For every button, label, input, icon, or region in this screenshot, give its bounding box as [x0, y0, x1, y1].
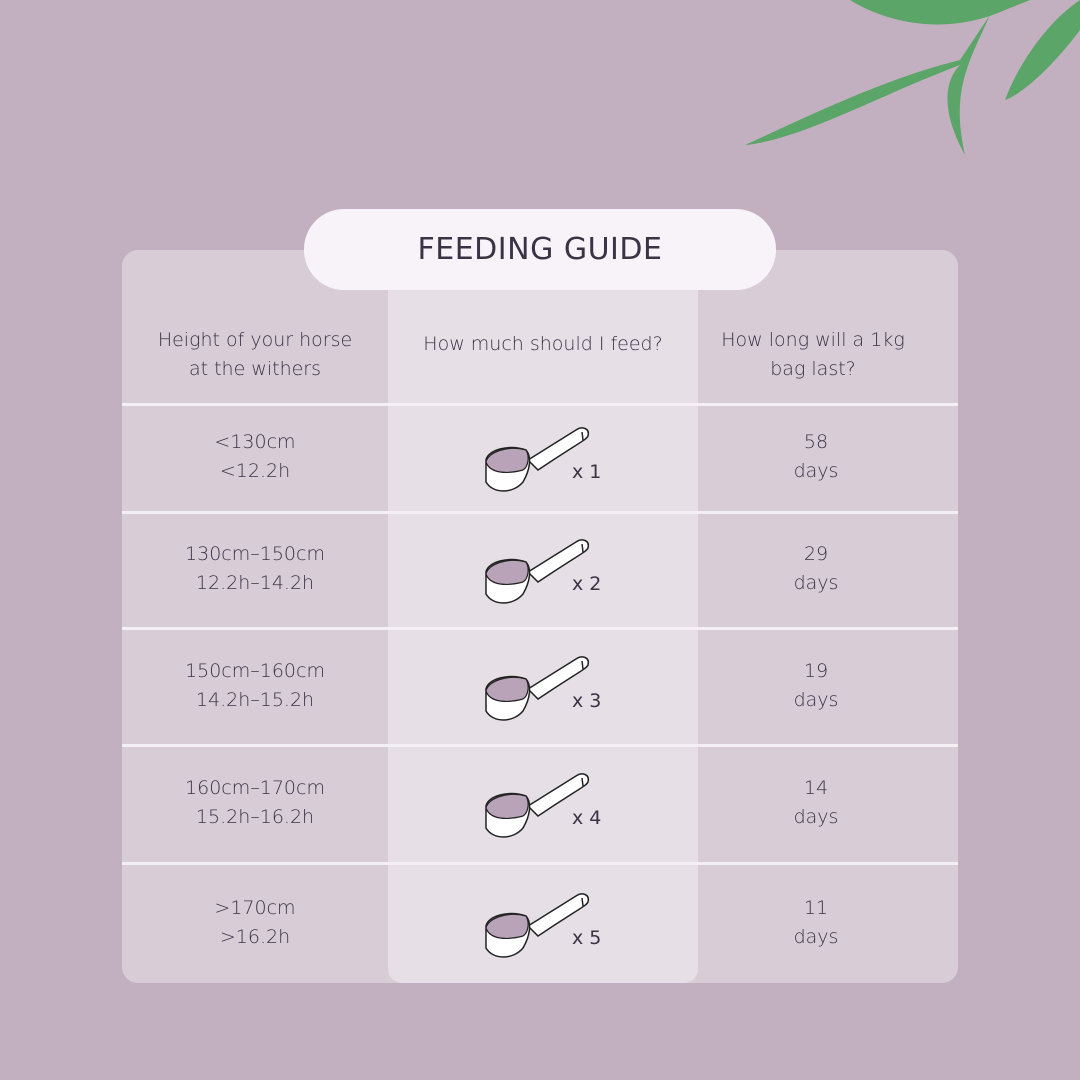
row-height: 130cm–150cm 12.2h–14.2h — [185, 543, 325, 594]
row-days: 14 days — [793, 777, 839, 828]
row-divider — [122, 511, 958, 514]
row-divider — [122, 627, 958, 630]
header-height: Height of your horse at the withers — [157, 329, 353, 380]
scoop-icon — [468, 878, 598, 968]
row-days: 58 days — [793, 431, 839, 482]
scoop-count: x 3 — [572, 689, 602, 712]
scoop-icon — [468, 524, 598, 614]
row-divider — [122, 403, 958, 406]
header-amount: How much should I feed? — [423, 332, 663, 355]
row-divider — [122, 862, 958, 865]
header-duration: How long will a 1kg bag last? — [721, 329, 905, 380]
row-days: 19 days — [793, 659, 839, 711]
row-height: >170cm >16.2h — [214, 896, 296, 948]
row-height: 160cm–170cm 15.2h–16.2h — [185, 777, 325, 828]
leaf-decoration — [745, 0, 1080, 155]
page-title: FEEDING GUIDE — [304, 209, 776, 290]
row-height: <130cm <12.2h — [214, 431, 296, 482]
scoop-count: x 1 — [572, 461, 602, 483]
row-days: 11 days — [793, 896, 839, 948]
scoop-icon — [468, 641, 598, 731]
row-height: 150cm–160cm 14.2h–15.2h — [185, 659, 325, 711]
row-divider — [122, 744, 958, 747]
row-days: 29 days — [793, 543, 839, 594]
scoop-icon — [468, 758, 598, 848]
scoop-icon — [468, 412, 598, 502]
scoop-count: x 5 — [572, 926, 602, 949]
scoop-count: x 4 — [572, 807, 602, 829]
scoop-count: x 2 — [572, 573, 602, 595]
